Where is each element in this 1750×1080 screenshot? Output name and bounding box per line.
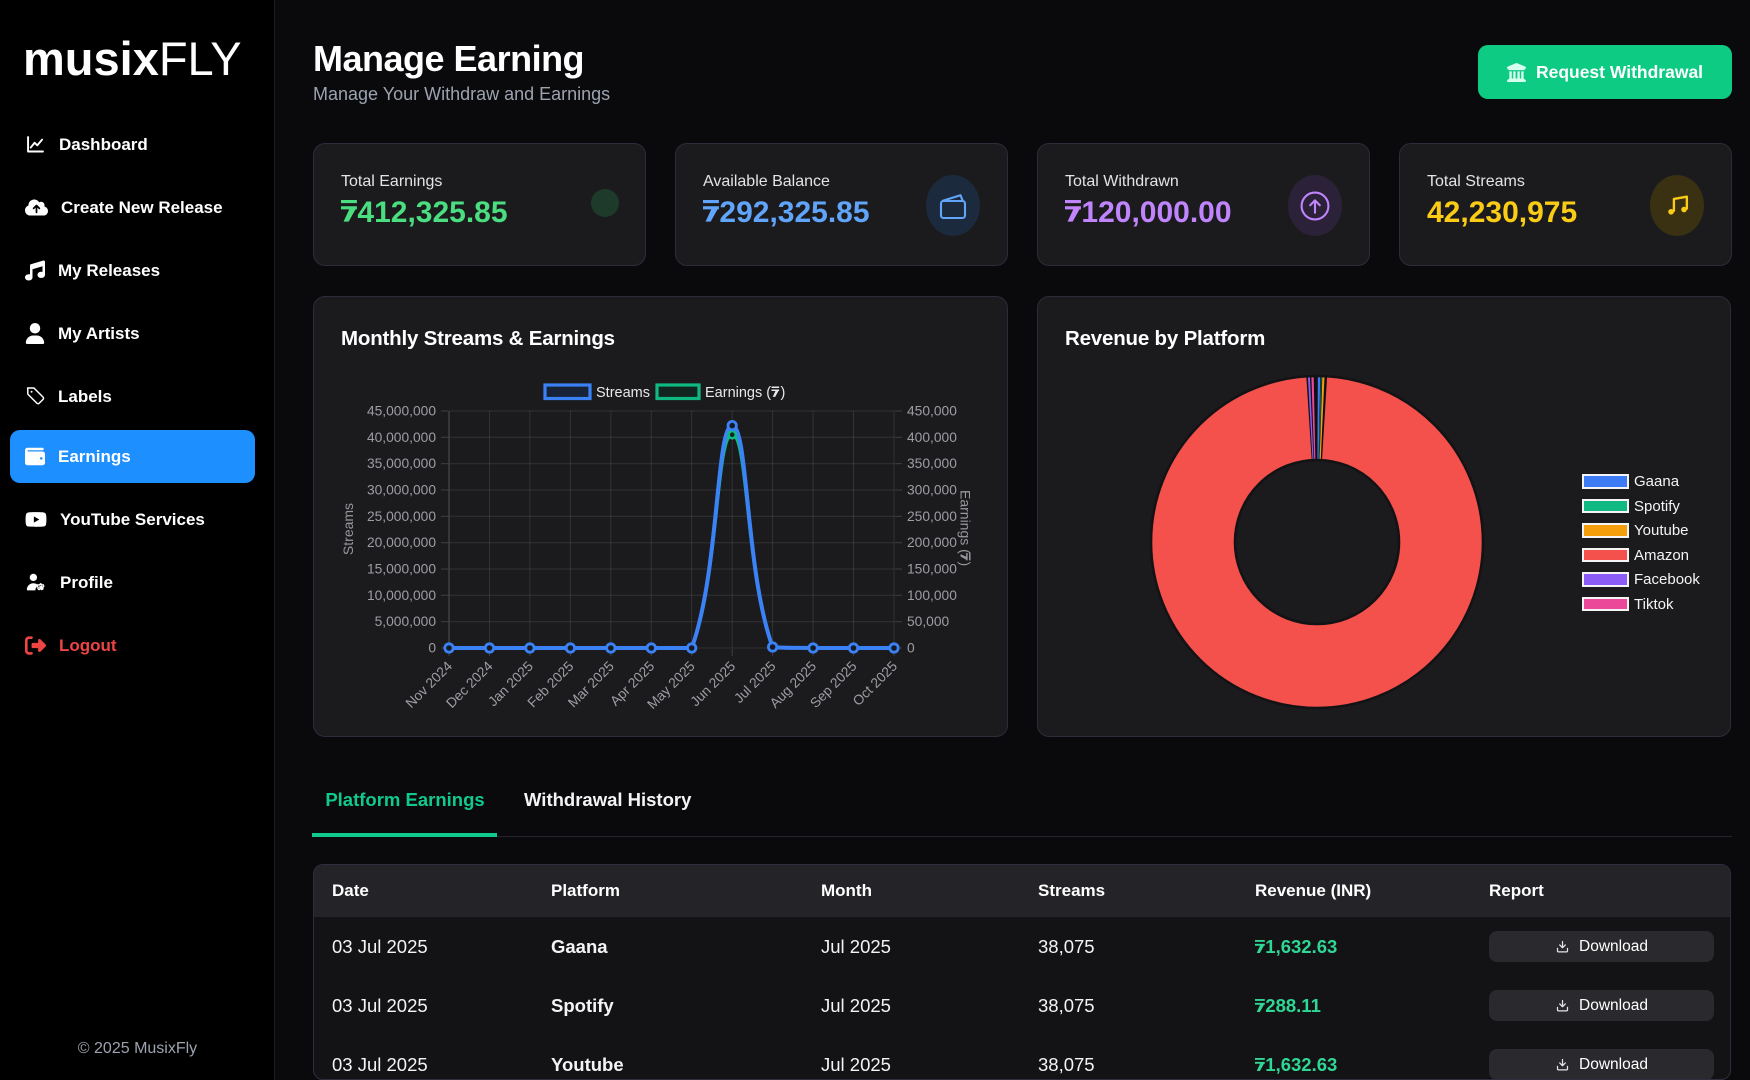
svg-text:0: 0 [907,641,915,656]
svg-text:Oct 2025: Oct 2025 [850,658,900,708]
svg-text:40,000,000: 40,000,000 [367,430,436,445]
svg-text:450,000: 450,000 [907,404,957,419]
svg-text:20,000,000: 20,000,000 [367,535,436,550]
svg-text:Streams: Streams [596,385,650,401]
svg-text:Earnings (: Earnings ( [958,490,974,554]
svg-text:Streams: Streams [340,503,356,555]
svg-text:400,000: 400,000 [907,430,957,445]
svg-text:15,000,000: 15,000,000 [367,562,436,577]
svg-text:350,000: 350,000 [907,456,957,471]
svg-text:200,000: 200,000 [907,535,957,550]
svg-text:300,000: 300,000 [907,483,957,498]
svg-text:25,000,000: 25,000,000 [367,509,436,524]
svg-text:10,000,000: 10,000,000 [367,588,436,603]
svg-text:100,000: 100,000 [907,588,957,603]
svg-text:): ) [958,562,974,567]
svg-text:30,000,000: 30,000,000 [367,483,436,498]
svg-text:Earnings (: Earnings ( [705,385,771,401]
svg-text:Jun 2025: Jun 2025 [688,658,739,709]
svg-text:150,000: 150,000 [907,562,957,577]
svg-text:5,000,000: 5,000,000 [375,614,437,629]
svg-text:250,000: 250,000 [907,509,957,524]
svg-text:0: 0 [428,641,436,656]
svg-text:35,000,000: 35,000,000 [367,456,436,471]
svg-text:45,000,000: 45,000,000 [367,404,436,419]
svg-text:50,000: 50,000 [907,614,950,629]
svg-text:): ) [781,385,786,401]
